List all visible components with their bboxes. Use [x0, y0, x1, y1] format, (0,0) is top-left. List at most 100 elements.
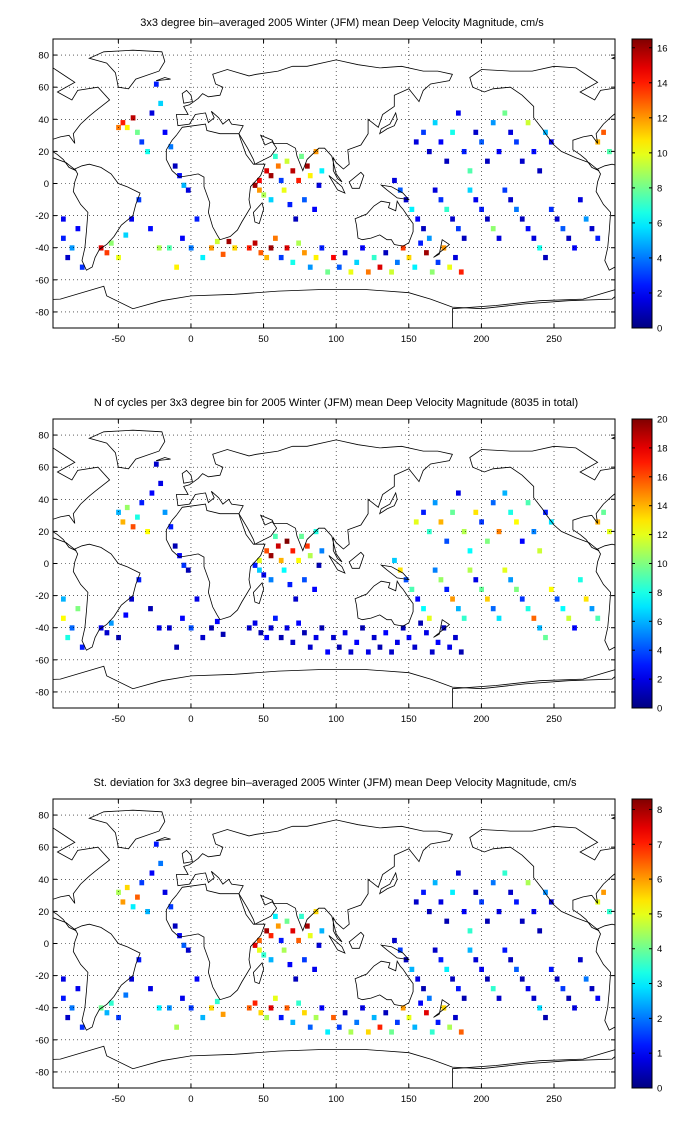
data-bin: [139, 880, 145, 886]
y-tick-label: 20: [38, 527, 49, 538]
data-bin: [496, 908, 502, 915]
data-bin: [156, 625, 162, 631]
data-bin: [519, 158, 525, 164]
data-bin: [69, 1005, 75, 1011]
data-bin: [450, 889, 455, 895]
data-bin: [447, 644, 453, 650]
data-bin: [124, 124, 130, 131]
data-bin: [450, 509, 455, 515]
data-bin: [252, 562, 258, 568]
data-bin: [252, 240, 258, 246]
data-bin: [403, 197, 409, 203]
data-bin: [479, 139, 484, 145]
data-bin: [273, 235, 278, 241]
colorbar-tick-label: 0: [657, 324, 662, 335]
data-bin: [304, 543, 310, 549]
data-bin: [444, 586, 450, 592]
data-bin: [400, 245, 406, 251]
data-bin: [284, 625, 290, 631]
y-tick-label: 0: [44, 179, 49, 190]
coastline: [469, 445, 615, 552]
data-bin: [479, 519, 484, 525]
data-bin: [383, 250, 389, 256]
data-bin: [490, 120, 496, 126]
data-bin: [209, 1005, 214, 1011]
data-bin: [148, 226, 153, 232]
data-bin: [313, 528, 319, 535]
data-bin: [394, 639, 400, 645]
x-tick-label: 100: [328, 334, 344, 345]
data-bin: [200, 254, 206, 261]
data-bin: [577, 197, 583, 203]
data-bin: [467, 567, 473, 573]
data-bin: [257, 947, 262, 953]
data-bin: [268, 245, 274, 251]
data-bin: [426, 615, 432, 621]
data-bin: [348, 269, 354, 275]
data-bin: [444, 966, 450, 972]
data-bin: [441, 625, 447, 631]
data-bin: [252, 182, 258, 188]
data-bin: [424, 630, 429, 636]
data-bin: [174, 264, 180, 270]
x-tick-label: 250: [546, 334, 562, 345]
data-bin: [273, 153, 278, 160]
data-bin: [441, 1005, 447, 1011]
data-bin: [392, 937, 397, 944]
data-bin: [162, 129, 168, 135]
data-bin: [424, 250, 429, 256]
coastline: [679, 838, 694, 841]
data-bin: [252, 1000, 258, 1006]
data-bin: [444, 538, 450, 544]
data-bin: [467, 548, 473, 554]
colorbar-tick-label: 10: [657, 148, 668, 159]
x-tick-label: 200: [473, 1094, 489, 1105]
y-tick-label: 0: [44, 559, 49, 570]
data-bin: [312, 586, 317, 592]
data-bin: [284, 158, 290, 164]
data-bin: [116, 634, 121, 641]
colorbar-tick-label: 2: [657, 288, 662, 299]
data-bin: [572, 625, 577, 631]
data-bin: [60, 615, 66, 621]
data-bin: [313, 634, 319, 641]
data-bin: [60, 596, 66, 602]
data-bin: [268, 577, 274, 583]
coastline: [469, 65, 615, 172]
data-bin: [383, 1010, 389, 1016]
data-bin: [438, 899, 444, 905]
data-bin: [75, 226, 81, 232]
data-bin: [389, 269, 394, 275]
coastline: [155, 77, 171, 82]
data-bin: [444, 206, 450, 212]
colorbar-tick-label: 12: [657, 113, 668, 124]
grid: [53, 799, 615, 1088]
data-bin: [354, 639, 360, 645]
coastline: [155, 837, 171, 842]
data-bin: [415, 216, 421, 222]
data-bin: [65, 634, 71, 641]
coastline: [155, 457, 171, 462]
data-bin: [383, 630, 389, 636]
data-bin: [284, 245, 290, 251]
coastline: [679, 458, 694, 461]
data-bin: [360, 625, 365, 631]
data-bin: [406, 1014, 412, 1021]
colorbar-tick-label: 4: [657, 944, 662, 955]
data-bin: [278, 254, 284, 261]
data-bin: [514, 519, 519, 525]
data-bin: [200, 1014, 206, 1021]
data-bin: [268, 933, 274, 939]
x-tick-label: 250: [546, 714, 562, 725]
data-bin: [194, 216, 200, 222]
data-bin: [302, 630, 307, 636]
data-bin: [438, 519, 444, 525]
y-tick-label: 80: [38, 51, 49, 62]
colorbar-tick-label: 10: [657, 559, 668, 570]
x-tick-label: -50: [111, 1094, 125, 1105]
y-tick-label: 60: [38, 843, 49, 854]
data-bin: [467, 187, 473, 193]
data-bin: [394, 1019, 400, 1025]
data-bin: [426, 235, 432, 241]
data-bin: [519, 976, 525, 982]
